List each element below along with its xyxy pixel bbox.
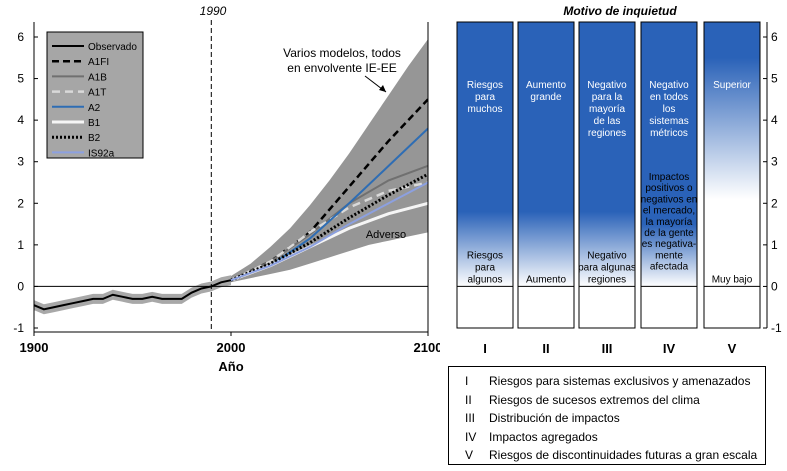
bar-middle-label: negativos en xyxy=(641,194,698,205)
legend-label-a1t: A1T xyxy=(88,88,106,99)
bar-middle-label: afectada xyxy=(650,262,689,273)
bar-upper-label: grande xyxy=(530,92,562,103)
series-line-a1t xyxy=(230,181,428,282)
legend-frame xyxy=(46,31,144,159)
bar-category-label: III xyxy=(602,341,613,356)
bar-lower-label: Muy bajo xyxy=(712,274,753,285)
bar-upper-label: de las xyxy=(594,116,621,127)
right-y-tick-label: 1 xyxy=(771,238,778,252)
bar-lower-label: algunos xyxy=(467,274,502,285)
y-tick-label: -1 xyxy=(13,321,24,335)
bar-upper-label: regiones xyxy=(588,128,626,139)
bar-upper-label: métricos xyxy=(650,128,688,139)
bar-middle-label: mente xyxy=(655,250,683,261)
right-y-tick-label: 6 xyxy=(771,30,778,44)
legend-label-b2: B2 xyxy=(88,133,101,144)
concern-legend-text: Riesgos de sucesos extremos del clima xyxy=(489,392,700,407)
right-chart-title: Motivo de inquietud xyxy=(563,4,677,18)
bar-upper-label: en todos xyxy=(650,92,688,103)
legend-label-a1b: A1B xyxy=(88,72,107,83)
right-y-tick-label: 0 xyxy=(771,279,778,293)
bar-middle-label: de la gente xyxy=(644,228,694,239)
series-line-observado xyxy=(34,279,232,311)
observed-variability-band xyxy=(34,275,231,315)
bar-lower-label: Riesgos xyxy=(467,250,503,261)
bar-upper-label: mayoría xyxy=(589,104,626,115)
bar-upper-label: Superior xyxy=(713,80,751,91)
y-tick-label: 2 xyxy=(17,196,24,210)
y-tick-label: 4 xyxy=(17,113,24,127)
right-y-tick-label: 5 xyxy=(771,72,778,86)
bar-lower-label: regiones xyxy=(588,274,626,285)
left-chart-title: 1990 xyxy=(200,4,227,18)
right-y-tick-label: 2 xyxy=(771,196,778,210)
bar-upper-label: Negativo xyxy=(587,80,627,91)
right-y-tick-label: 4 xyxy=(771,113,778,127)
legend-label-is92a: IS92a xyxy=(88,148,115,159)
envelope-note-arrowhead xyxy=(379,85,386,92)
temperature-line-chart: 1990 -1 0 1 2 3 4 5 6 1900 2000 2100 Varios modelo… xyxy=(13,4,440,374)
bar-upper-label: los xyxy=(663,104,676,115)
bar-middle-label: es negativa- xyxy=(642,239,696,250)
y-tick-label: 6 xyxy=(17,30,24,44)
bar-middle-label: positivos o xyxy=(645,183,693,194)
concern-legend-text: Distribución de impactos xyxy=(489,411,620,425)
envelope-note-line2: en envolvente IE-EE xyxy=(287,61,396,75)
concern-bar-v: Superior Muy bajo V xyxy=(703,21,761,356)
bar-category-label: V xyxy=(728,341,737,356)
concern-legend-number: IV xyxy=(465,429,477,444)
right-y-tick-label: 3 xyxy=(771,155,778,169)
bar-upper-label: para la xyxy=(592,92,623,103)
envelope-note-line1: Varios modelos, todos xyxy=(283,46,401,60)
series-line-is92a xyxy=(230,181,428,282)
envelope-band xyxy=(211,39,428,287)
bar-lower-label: Aumento xyxy=(526,274,566,285)
legend-label-b1: B1 xyxy=(88,118,101,129)
legend-label-a1fi: A1FI xyxy=(88,57,109,68)
concern-legend-number: I xyxy=(465,374,469,388)
concern-legend-number: V xyxy=(465,448,474,462)
concern-legend-number: III xyxy=(465,411,476,425)
series-line-a1b xyxy=(230,164,428,282)
chart-legend: Observado A1FI A1B A1T A2 B1 B2 IS92a xyxy=(46,31,144,159)
concern-bar-chart: Motivo de inquietud RiesgosparamuchosRie… xyxy=(456,4,782,356)
bar-lower-label: para algunas xyxy=(578,262,636,273)
bar-lower-label: para xyxy=(475,262,495,273)
legend-label-observado: Observado xyxy=(88,42,137,53)
bar-upper-label: Riesgos xyxy=(467,80,503,91)
bar-middle-label: la mayoría xyxy=(646,217,693,228)
y-tick-label: 3 xyxy=(17,155,24,169)
bar-upper-label: para xyxy=(475,92,495,103)
bar-upper-label: sistemas xyxy=(649,116,688,127)
bar-category-label: IV xyxy=(663,341,676,356)
bar-upper-label: Negativo xyxy=(649,80,689,91)
x-tick-label: 2100 xyxy=(414,340,440,355)
y-tick-label: 5 xyxy=(17,72,24,86)
bar-category-label: II xyxy=(542,341,549,356)
concern-legend-text: Riesgos de discontinuidades futuras a gr… xyxy=(489,448,758,462)
concern-legend-text: Riesgos para sistemas exclusivos y amena… xyxy=(489,374,751,388)
concern-legend: I Riesgos para sistemas exclusivos y amen… xyxy=(448,366,766,465)
x-tick-label: 1900 xyxy=(20,340,49,355)
x-axis-label: Año xyxy=(218,359,243,374)
bar-upper-label: muchos xyxy=(467,104,502,115)
y-tick-label: 1 xyxy=(17,238,24,252)
bar-middle-label: el mercado, xyxy=(643,206,695,217)
adverse-label: Adverso xyxy=(366,229,406,241)
bar-lower-label: Negativo xyxy=(587,250,627,261)
y-tick-label: 0 xyxy=(17,279,24,293)
legend-label-a2: A2 xyxy=(88,103,101,114)
concern-legend-text: Impactos agregados xyxy=(489,429,598,444)
bar-middle-label: Impactos xyxy=(649,172,690,183)
bar-upper-label: Aumento xyxy=(526,80,566,91)
x-tick-label: 2000 xyxy=(217,340,246,355)
right-y-tick-label: -1 xyxy=(771,321,782,335)
bar-category-label: I xyxy=(483,341,487,356)
concern-legend-number: II xyxy=(465,392,472,407)
